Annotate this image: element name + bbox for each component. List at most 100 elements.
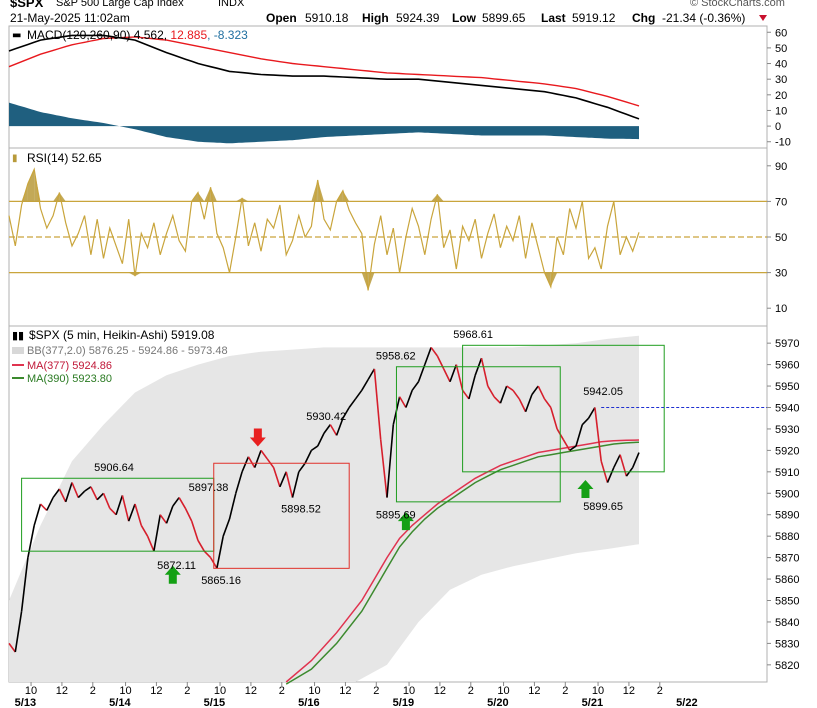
x-tick-label: 2	[184, 685, 190, 697]
price-segment	[14, 611, 23, 653]
header-last-label: Last	[541, 11, 566, 25]
rsi-fill-segment	[135, 272, 142, 277]
price-segment	[197, 540, 205, 552]
x-tick-label: 12	[528, 685, 540, 697]
bb-legend: BB(377,2.0) 5876.25 - 5924.86 - 5973.48	[27, 345, 228, 357]
price-segment	[531, 385, 539, 396]
price-y-tick-label: 5910	[775, 467, 799, 479]
price-segment	[121, 495, 130, 522]
bb-legend-icon	[12, 347, 24, 354]
price-segment	[165, 505, 174, 524]
ma377-legend: MA(377) 5924.86	[27, 360, 112, 372]
rsi-fill-segment	[342, 190, 350, 202]
x-tick-label: 2	[90, 685, 96, 697]
x-tick-label: 10	[308, 685, 320, 697]
price-segment	[587, 407, 596, 419]
x-tick-label: 12	[623, 685, 635, 697]
price-segment	[398, 396, 407, 408]
header-low-value: 5899.65	[482, 11, 526, 25]
price-segment	[140, 525, 149, 537]
green-box	[462, 344, 665, 473]
price-y-tick-label: 5970	[775, 338, 799, 350]
macd-y-tick-label: 30	[775, 74, 787, 86]
price-segment	[90, 486, 98, 501]
price-annotations: 5906.64 5897.38 5872.11 5865.16 5930.42 5898.…	[94, 329, 623, 587]
price-segment	[424, 347, 432, 365]
price-segment	[594, 407, 602, 462]
price-segment	[84, 486, 92, 492]
macd-y-tick-label: 60	[775, 27, 787, 39]
price-segment	[190, 520, 199, 541]
annotation-boxes	[21, 344, 665, 569]
rsi-y-tick-label: 50	[775, 232, 787, 244]
price-annotation-label: 5942.05	[583, 386, 623, 398]
price-segment	[52, 488, 61, 499]
price-segment	[562, 439, 571, 451]
price-segment	[115, 495, 124, 515]
price-segment	[96, 492, 105, 501]
price-segment	[247, 456, 256, 468]
price-y-tick-label: 5930	[775, 424, 799, 436]
price-segment	[127, 503, 136, 522]
rsi-fill-segment	[317, 180, 324, 202]
macd-y-tick-label: 40	[775, 59, 787, 71]
price-segment	[222, 518, 231, 537]
price-segment	[480, 357, 489, 387]
price-segment	[379, 439, 388, 498]
price-segment	[184, 507, 193, 522]
macd-y-axis: 60 50 40 30 20 10 0 -10	[767, 27, 791, 149]
price-segment	[272, 467, 281, 488]
price-annotation-label: 5898.52	[281, 503, 321, 515]
macd-panel: 60 50 40 30 20 10 0 -10 ▬ MACD(120,260,90) 4.56…	[8, 27, 791, 149]
price-y-tick-label: 5870	[775, 553, 799, 565]
x-date-label: 5/13	[15, 697, 36, 708]
price-annotation-label: 5897.38	[189, 482, 229, 494]
price-y-tick-label: 5850	[775, 596, 799, 608]
price-segment	[348, 398, 357, 408]
price-segment	[417, 364, 426, 383]
header-chg-value: -21.34 (-0.36%)	[662, 11, 745, 25]
rsi-y-tick-label: 90	[775, 161, 787, 173]
price-segment	[342, 407, 350, 419]
price-annotation-label: 5872.11	[157, 560, 196, 572]
price-segment	[241, 456, 250, 473]
macd-line	[8, 34, 640, 120]
x-tick-label: 10	[214, 685, 226, 697]
rsi-line	[8, 167, 640, 291]
price-annotation-label: 5895.69	[376, 510, 416, 522]
x-tick-label: 10	[592, 685, 604, 697]
header-low-label: Low	[452, 11, 477, 25]
x-tick-label: 2	[468, 685, 474, 697]
x-tick-label: 12	[150, 685, 162, 697]
price-annotation-label: 5899.65	[583, 501, 623, 513]
price-legend-icon: ▮▮	[12, 329, 24, 342]
price-segment	[543, 398, 552, 408]
price-line	[8, 346, 640, 653]
price-segment	[487, 385, 495, 398]
price-segment	[58, 488, 67, 503]
price-segment	[575, 424, 584, 447]
price-y-tick-label: 5820	[775, 660, 799, 672]
rsi-panel: 90 70 50 30 10 ▮ RSI(14) 52.65	[8, 151, 787, 315]
red-box	[213, 462, 350, 569]
price-annotation-label: 5968.61	[453, 329, 493, 341]
price-y-axis: 5970 5960 5950 5940 5930 5920 5910 5900 5890 5880…	[767, 338, 799, 672]
rsi-fill-segment	[311, 180, 318, 202]
macd-histogram-area	[9, 102, 639, 144]
price-segment	[329, 424, 338, 436]
price-segment	[354, 389, 363, 400]
price-segment	[512, 389, 520, 400]
macd-signal-line	[8, 36, 640, 107]
signal-arrows	[164, 428, 594, 584]
price-segment	[71, 482, 80, 498]
price-segment	[298, 462, 306, 473]
price-segment	[613, 454, 621, 468]
x-tick-label: 2	[373, 685, 379, 697]
price-segment	[77, 490, 86, 499]
price-segment	[455, 364, 464, 391]
price-y-tick-label: 5840	[775, 617, 799, 629]
x-tick-label: 12	[56, 685, 68, 697]
rsi-legend-icon: ▮	[12, 153, 18, 164]
price-segment	[411, 381, 420, 391]
price-segment	[430, 346, 439, 357]
